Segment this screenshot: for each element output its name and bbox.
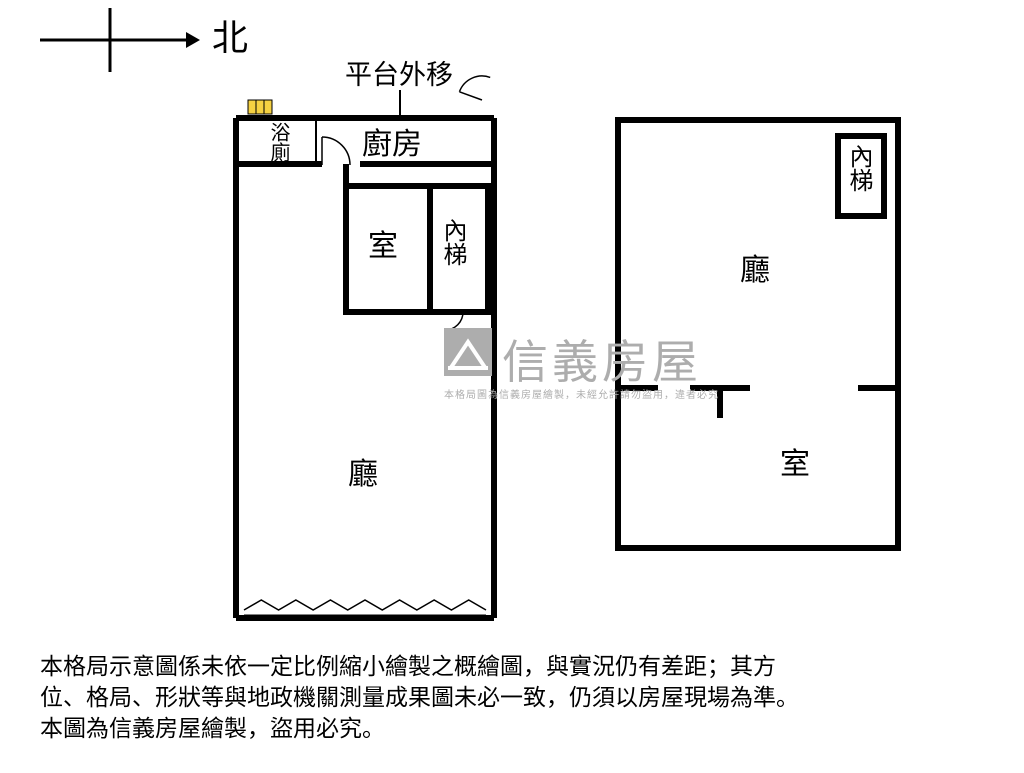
compass-north-label: 北: [212, 20, 248, 56]
label-hall-right: 廳: [740, 256, 770, 286]
label-hall-left: 廳: [348, 460, 378, 490]
watermark-logo: [444, 328, 492, 376]
footer-line2: 位、格局、形狀等與地政機關測量成果圖未必一致，仍須以房屋現場為準。: [40, 682, 980, 713]
platform-annotation: 平台外移: [345, 62, 453, 89]
house-icon: [444, 328, 492, 376]
watermark-disclaimer: 本格局圖為信義房屋繪製，未經允許請勿盜用，違者必究: [444, 386, 719, 401]
footer-line3: 本圖為信義房屋繪製，盜用必究。: [40, 713, 980, 744]
label-stair-left: 內梯: [440, 218, 464, 266]
label-bathroom: 浴廁: [268, 122, 288, 162]
label-stair-right: 內梯: [846, 144, 870, 192]
floorplan-canvas: 北 平台外移 浴廁 廚房 室 內梯 廳 內梯 廳 室 信義房屋 本格局圖為信義房…: [0, 0, 1024, 768]
footer-line1: 本格局示意圖係未依一定比例縮小繪製之概繪圖，與實況仍有差距；其方: [40, 651, 980, 682]
footer-disclaimer: 本格局示意圖係未依一定比例縮小繪製之概繪圖，與實況仍有差距；其方 位、格局、形狀…: [40, 651, 980, 744]
label-room-left: 室: [368, 232, 398, 262]
label-room-right: 室: [780, 450, 810, 480]
watermark-brand: 信義房屋: [502, 326, 702, 392]
label-kitchen: 廚房: [362, 130, 422, 160]
